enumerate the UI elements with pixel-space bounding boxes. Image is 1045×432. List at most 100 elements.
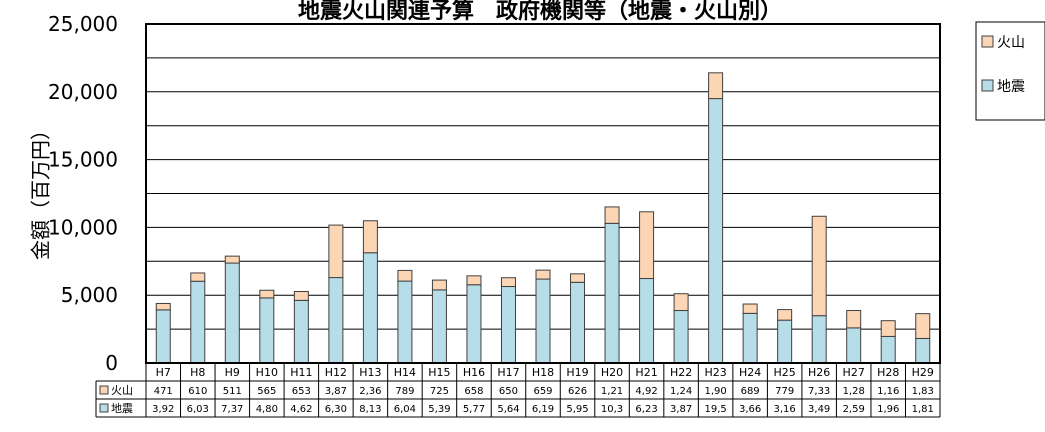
bar-volcano [880,320,896,337]
x-tick-label: H12 [325,366,347,379]
table-legend-key [99,403,109,413]
data-label: 6,30 [325,404,347,415]
data-label: 653 [292,386,311,397]
data-label: 1,83 [912,386,934,397]
bars [155,72,931,364]
x-tick-label: H24 [739,366,761,379]
x-tick-label: H14 [394,366,416,379]
bar-earthquake [742,312,758,364]
data-label: 6,03 [187,404,209,415]
x-tick-label: H22 [670,366,692,379]
bar-earthquake [190,280,206,364]
data-label: 4,92 [635,386,657,397]
data-label: 7,33 [808,386,830,397]
bar-earthquake [639,278,655,364]
bar-volcano [224,255,240,264]
bar-earthquake [570,281,586,364]
legend-label: 火山 [997,35,1025,51]
data-label: 6,23 [635,404,657,415]
data-label: 3,87 [325,386,347,397]
bar-volcano [604,206,620,224]
x-tick-label: H26 [808,366,830,379]
bar-volcano [328,224,344,279]
bar-earthquake [708,98,724,364]
x-tick-label: H19 [566,366,588,379]
data-label: 1,16 [877,386,899,397]
data-label: 5,39 [428,404,450,415]
data-label: 658 [464,386,483,397]
data-label: 610 [188,386,207,397]
bar-earthquake [500,286,516,364]
y-axis-label: 金額（百万円） [29,120,53,260]
data-label: 1,81 [912,404,934,415]
bar-volcano [362,220,378,254]
bar-earthquake [362,252,378,364]
data-label: 6,19 [532,404,554,415]
y-axis-ticks: 0 5,000 10,000 15,000 20,000 25,000 [48,12,118,375]
data-label: 689 [741,386,760,397]
data-label: 1,24 [670,386,692,397]
data-label: 5,95 [566,404,588,415]
legend-swatch [981,79,994,92]
data-label: 779 [775,386,794,397]
x-tick-label: H15 [428,366,450,379]
bar-volcano [500,277,516,288]
data-label: 471 [154,386,173,397]
data-label: 7,37 [221,404,243,415]
bar-volcano [915,313,931,339]
data-label: 659 [533,386,552,397]
bar-earthquake [880,335,896,364]
x-tick-label: H7 [156,366,171,379]
x-tick-label: H21 [635,366,657,379]
data-label: 5,64 [497,404,519,415]
data-label: 1,21 [601,386,623,397]
bar-volcano [259,289,275,299]
data-label: 789 [395,386,414,397]
table-row-label: 火山 [111,384,133,397]
x-tick-label: H9 [225,366,240,379]
bar-earthquake [328,277,344,364]
data-label: 2,36 [359,386,381,397]
bar-earthquake [777,319,793,364]
data-label: 4,62 [290,404,312,415]
data-label: 1,90 [704,386,726,397]
data-label: 4,80 [256,404,278,415]
data-label: 19,5 [704,404,726,415]
bar-earthquake [259,297,275,364]
x-tick-label: H10 [256,366,278,379]
y-tick-label: 10,000 [48,215,118,239]
x-tick-label: H23 [704,366,726,379]
legend-swatch [981,35,994,48]
x-tick-label: H27 [843,366,865,379]
data-label: 1,96 [877,404,899,415]
data-label: 3,16 [774,404,796,415]
bar-volcano [570,273,586,283]
data-label: 10,3 [601,404,623,415]
y-tick-label: 5,000 [61,283,118,307]
bar-earthquake [673,310,689,364]
data-label: 725 [430,386,449,397]
bar-earthquake [466,284,482,364]
y-tick-label: 0 [105,351,118,375]
bar-volcano [811,215,827,317]
bar-earthquake [915,337,931,364]
data-label: 626 [568,386,587,397]
bar-volcano [673,293,689,312]
x-tick-label: H28 [877,366,899,379]
data-label: 1,28 [843,386,865,397]
bar-volcano [777,309,793,321]
legend-box [975,21,1045,121]
bar-volcano [535,269,551,280]
bar-earthquake [431,289,447,364]
table-legend-key [99,385,109,395]
bar-volcano [639,211,655,280]
chart-title: 地震火山関連予算 政府機関等（地震・火山別） [298,0,782,24]
x-tick-label: H13 [359,366,381,379]
bar-volcano [155,302,171,311]
y-tick-label: 25,000 [48,12,118,36]
data-label: 511 [223,386,242,397]
y-tick-label: 20,000 [48,80,118,104]
bar-volcano [466,275,482,286]
x-tick-label: H11 [290,366,312,379]
